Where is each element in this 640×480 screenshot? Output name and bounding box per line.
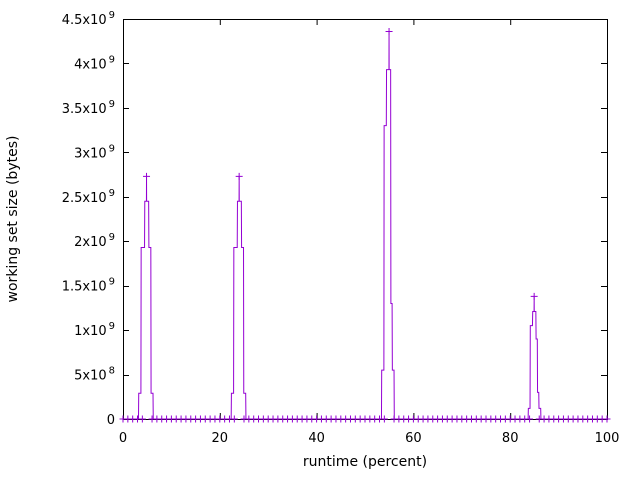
sample-marker [380,415,388,423]
plot-border [123,19,608,420]
axis-tick-labels: 0 20 40 60 80 100 0 5x10 8 1x10 9 1.5x10 9 2x10 9 2.5x1… [62,10,620,446]
sample-marker [603,415,611,423]
y-tick-label: 3x10 9 [74,143,115,161]
x-tick-label: 0 [119,431,127,446]
y-tick-label: 0 [107,413,115,428]
peak-marker [235,172,243,180]
y-tick-label: 2x10 9 [74,232,115,250]
y-tick-label: 2.5x10 9 [62,188,115,206]
x-tick-label: 40 [308,431,325,446]
sample-marker [138,415,146,423]
y-tick-label: 5x10 8 [74,366,115,384]
y-tick-label: 1.5x10 9 [62,277,115,295]
x-tick-label: 100 [595,431,620,446]
y-tick-label: 3.5x10 9 [62,99,115,117]
working-set-trace-line [123,31,607,420]
x-tick-label: 60 [405,431,422,446]
sample-marker [526,415,534,423]
x-axis-title: runtime (percent) [303,454,427,470]
point-markers [119,27,611,423]
y-axis-title: working set size (bytes) [5,136,21,303]
x-tick-label: 20 [212,431,229,446]
x-tick-label: 80 [502,431,519,446]
peak-marker [385,27,393,35]
y-tick-label: 4x10 9 [74,54,115,72]
peak-marker [143,172,151,180]
y-tick-label: 1x10 9 [74,321,115,339]
sample-marker [230,415,238,423]
line-series [123,31,607,420]
y-tick-label: 4.5x10 9 [62,10,115,28]
axis-ticks [123,19,608,420]
axis-titles: runtime (percent) working set size (bytes… [5,136,427,470]
peak-marker [530,292,538,300]
